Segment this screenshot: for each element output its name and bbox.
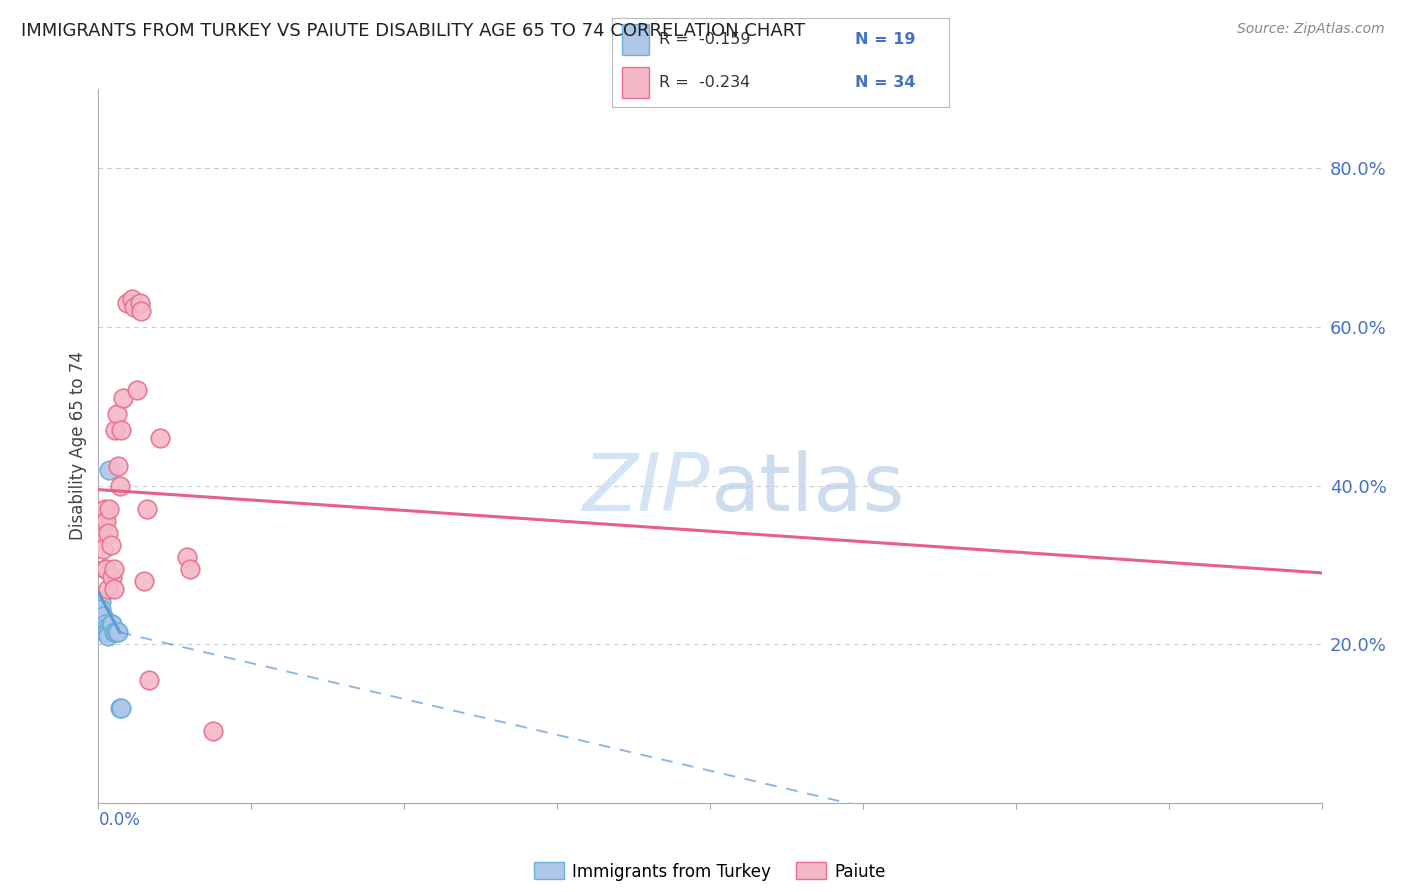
Point [136,502,159,516]
Point [110,423,132,437]
Point [117,296,139,310]
Text: Source: ZipAtlas.com: Source: ZipAtlas.com [1237,22,1385,37]
Point [138,673,160,687]
Point [97,625,120,640]
Text: N = 34: N = 34 [855,75,915,90]
Point [94,621,117,635]
Point [103,562,125,576]
Point [149,431,172,445]
Point [134,574,156,588]
Point [97,629,120,643]
Point [97,526,120,541]
Point [101,617,124,632]
Point [93,562,115,576]
Point [98,502,121,516]
Point [105,407,128,421]
Point [121,293,143,307]
Point [108,700,131,714]
Point [108,478,131,492]
Point [93,625,115,640]
Point [91,614,114,628]
Point [93,617,115,632]
Point [105,625,128,640]
Point [91,514,114,528]
Point [100,617,122,632]
Text: N = 19: N = 19 [855,32,915,47]
Point [90,593,112,607]
Text: IMMIGRANTS FROM TURKEY VS PAIUTE DISABILITY AGE 65 TO 74 CORRELATION CHART: IMMIGRANTS FROM TURKEY VS PAIUTE DISABIL… [21,22,806,40]
Point [107,625,129,640]
Point [90,526,112,541]
Point [128,296,150,310]
Point [129,304,152,318]
Point [94,562,117,576]
Point [111,392,134,406]
Point [104,625,127,640]
Text: R =  -0.234: R = -0.234 [659,75,751,90]
Bar [621,24,648,55]
Point [93,502,115,516]
Point [97,582,120,596]
Point [91,542,114,557]
Point [110,700,132,714]
Text: 0.0%: 0.0% [98,812,141,830]
Point [94,514,117,528]
Y-axis label: Disability Age 65 to 74: Disability Age 65 to 74 [69,351,87,541]
Legend: Immigrants from Turkey, Paiute: Immigrants from Turkey, Paiute [527,855,893,888]
Text: atlas: atlas [710,450,904,528]
Point [103,582,125,596]
Bar [621,67,648,98]
Point [94,625,117,640]
Text: ZIP: ZIP [582,450,710,528]
Point [100,538,122,552]
Point [104,423,127,437]
Point [202,724,225,739]
Point [101,570,124,584]
Point [98,463,121,477]
Text: R =  -0.159: R = -0.159 [659,32,751,47]
Point [91,609,114,624]
Point [107,458,129,473]
Point [89,522,111,536]
Point [125,384,148,398]
Point [103,625,125,640]
Point [122,300,145,314]
Point [176,549,198,564]
Point [90,601,112,615]
Point [179,562,201,576]
